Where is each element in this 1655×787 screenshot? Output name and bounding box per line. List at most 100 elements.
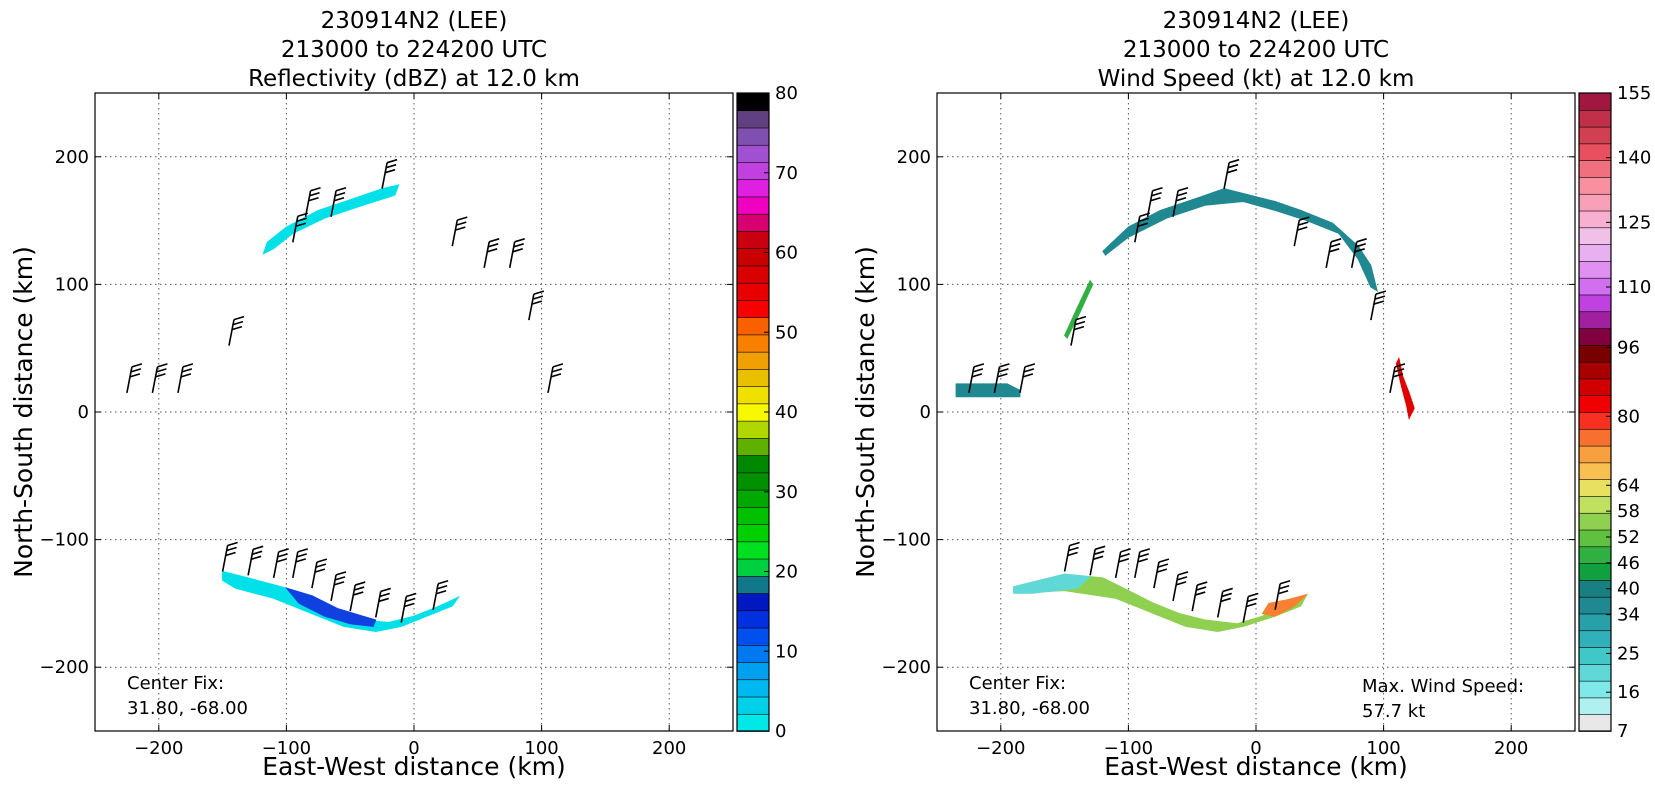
data-region bbox=[1102, 188, 1378, 292]
colorbar-bin bbox=[1578, 294, 1612, 313]
wind-barb bbox=[374, 587, 391, 618]
wind-barb bbox=[1293, 216, 1310, 247]
y-tick-label: −200 bbox=[40, 657, 89, 678]
wind-barb bbox=[1389, 363, 1406, 394]
panel-title-line-1: 230914N2 (LEE) bbox=[321, 8, 508, 34]
x-tick-label: 200 bbox=[652, 738, 686, 759]
center-fix-label: Center Fix: bbox=[969, 673, 1066, 694]
center-fix-value: 31.80, -68.00 bbox=[969, 698, 1090, 719]
colorbar-bin bbox=[1578, 277, 1612, 296]
wind-barb bbox=[1089, 545, 1106, 576]
wind-barb bbox=[126, 363, 143, 394]
reflectivity-plot-area: −200 200 −100 100 0 0 100 −100 200 −200 bbox=[40, 92, 734, 759]
wind-barb bbox=[1223, 158, 1240, 189]
colorbar-bin bbox=[736, 282, 770, 301]
colorbar-tick-label: 70 bbox=[775, 163, 798, 184]
max-wind-label: Max. Wind Speed: bbox=[1362, 676, 1524, 697]
x-tick-label: −200 bbox=[134, 738, 183, 759]
y-tick-label: −100 bbox=[882, 530, 931, 551]
colorbar-tick-label: 80 bbox=[1617, 406, 1640, 427]
colorbar-frame bbox=[1578, 92, 1612, 732]
x-tick-label: −100 bbox=[262, 738, 311, 759]
x-axis-label: East-West distance (km) bbox=[1104, 752, 1408, 781]
wind-speed-panel: 230914N2 (LEE) 213000 to 224200 UTC Wind… bbox=[851, 8, 1651, 781]
colorbar-bin bbox=[1578, 680, 1612, 699]
panel-title-line-2: 213000 to 224200 UTC bbox=[281, 37, 547, 63]
wind-barb bbox=[1216, 587, 1233, 618]
colorbar-bin bbox=[736, 541, 770, 560]
colorbar-bin bbox=[1578, 126, 1612, 145]
data-region bbox=[1013, 573, 1092, 594]
wind-barb bbox=[1146, 187, 1163, 217]
colorbar-tick-label: 7 bbox=[1617, 721, 1628, 742]
wind-barb bbox=[1242, 592, 1259, 623]
y-tick-label: −200 bbox=[882, 657, 931, 678]
colorbar-tick-label: 125 bbox=[1617, 212, 1651, 233]
wind-barb bbox=[221, 541, 238, 572]
panel-title-line-2: 213000 to 224200 UTC bbox=[1123, 37, 1389, 63]
colorbar-tick-label: 20 bbox=[775, 562, 798, 583]
wind-barb bbox=[228, 315, 245, 346]
panel-title-line-3: Reflectivity (dBZ) at 12.0 km bbox=[248, 66, 580, 92]
wind-barb bbox=[968, 363, 985, 394]
colorbar-tick-label: 40 bbox=[775, 402, 798, 423]
colorbar-bin bbox=[736, 109, 770, 129]
data-region bbox=[1261, 594, 1308, 617]
colorbar-bin bbox=[1578, 663, 1612, 682]
y-tick-label: 200 bbox=[897, 147, 931, 168]
colorbar-bin bbox=[736, 144, 770, 163]
colorbar-bin bbox=[736, 196, 770, 215]
wind-barb bbox=[1070, 315, 1087, 346]
colorbar-bin bbox=[736, 161, 770, 181]
colorbar-bin bbox=[1578, 243, 1612, 262]
colorbar-tick-label: 110 bbox=[1617, 277, 1651, 298]
colorbar-bin bbox=[736, 437, 770, 456]
colorbar-bin bbox=[1578, 159, 1612, 178]
wind-barb bbox=[1191, 581, 1208, 612]
colorbar-tick-label: 58 bbox=[1617, 501, 1640, 522]
y-tick-label: 0 bbox=[920, 402, 931, 423]
colorbar-bin bbox=[736, 265, 770, 284]
colorbar-tick-label: 10 bbox=[775, 641, 798, 662]
wind-barb bbox=[451, 216, 468, 247]
colorbar-bin bbox=[1578, 445, 1612, 464]
colorbar-bin bbox=[1578, 227, 1612, 245]
colorbar-tick-label: 64 bbox=[1617, 475, 1640, 496]
colorbar-tick-label: 60 bbox=[775, 243, 798, 264]
x-tick-label: −100 bbox=[1104, 738, 1153, 759]
wind-barb bbox=[349, 581, 366, 612]
colorbar-bin bbox=[1578, 646, 1612, 665]
wind-barb bbox=[483, 238, 500, 268]
colorbar-bin bbox=[736, 385, 770, 405]
y-tick-label: 200 bbox=[55, 147, 89, 168]
x-tick-label: 200 bbox=[1494, 738, 1528, 759]
x-axis-label: East-West distance (km) bbox=[262, 752, 566, 781]
data-region bbox=[284, 587, 377, 627]
wind-speed-colorbar: 155 140 125 110 96 80 64 58 52 46 40 34 25 16 7 bbox=[1578, 83, 1651, 742]
colorbar-bin bbox=[736, 127, 770, 146]
colorbar-bin bbox=[1578, 411, 1612, 430]
colorbar-tick-label: 40 bbox=[1617, 579, 1640, 600]
colorbar-bin bbox=[1578, 327, 1612, 346]
wind-barb bbox=[311, 558, 328, 589]
colorbar-bin bbox=[1578, 428, 1612, 447]
colorbar-bin bbox=[1578, 394, 1612, 413]
data-region bbox=[955, 383, 1021, 398]
colorbar-bin bbox=[736, 334, 770, 353]
colorbar-tick-label: 34 bbox=[1617, 605, 1640, 626]
wind-barb bbox=[1019, 363, 1036, 394]
colorbar-bin bbox=[1578, 176, 1612, 195]
colorbar-bin bbox=[1578, 697, 1612, 716]
colorbar-bin bbox=[736, 558, 770, 577]
data-region bbox=[262, 184, 400, 255]
wind-barb bbox=[1172, 187, 1189, 217]
panel-title-line-1: 230914N2 (LEE) bbox=[1163, 8, 1350, 34]
x-tick-label: 100 bbox=[1366, 738, 1400, 759]
colorbar-bin bbox=[1578, 478, 1612, 497]
colorbar-bin bbox=[736, 696, 770, 715]
colorbar-bin bbox=[736, 368, 770, 387]
colorbar-tick-label: 140 bbox=[1617, 148, 1651, 169]
wind-barb bbox=[330, 187, 347, 217]
colorbar-bin bbox=[1578, 92, 1612, 111]
